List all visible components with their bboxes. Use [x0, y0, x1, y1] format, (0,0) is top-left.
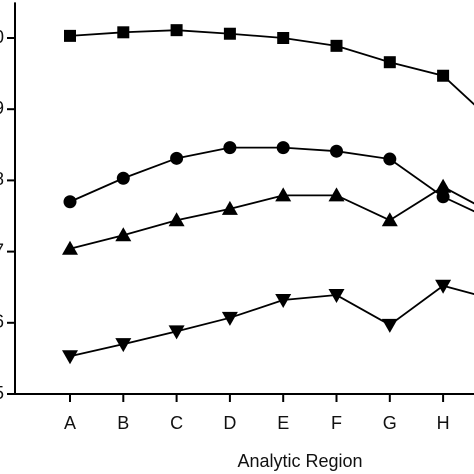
marker: [221, 200, 238, 215]
marker: [221, 311, 238, 326]
marker: [115, 227, 132, 242]
marker: [381, 318, 398, 333]
marker: [330, 39, 343, 52]
marker: [383, 56, 396, 69]
marker: [381, 212, 398, 227]
marker: [328, 289, 345, 304]
marker: [223, 27, 236, 40]
y-tick-label: 9: [0, 98, 4, 118]
marker: [275, 294, 292, 309]
marker: [117, 26, 130, 39]
x-tick-label: D: [223, 413, 236, 433]
series-line: [69, 284, 474, 358]
marker: [437, 69, 450, 82]
marker: [223, 141, 237, 155]
x-tick-label: C: [170, 413, 183, 433]
marker: [62, 350, 78, 365]
marker: [170, 24, 183, 37]
marker: [63, 195, 77, 209]
marker: [168, 212, 185, 227]
x-tick-label: E: [277, 413, 289, 433]
series-line: [69, 29, 474, 106]
marker: [276, 141, 290, 155]
marker: [168, 325, 185, 340]
marker: [436, 190, 450, 204]
marker: [435, 279, 452, 294]
marker: [170, 151, 184, 165]
y-tick-label: 6: [0, 312, 4, 332]
series-line: [69, 146, 474, 213]
marker: [330, 144, 343, 158]
marker: [115, 338, 132, 353]
marker: [64, 29, 76, 42]
series-line: [69, 185, 474, 250]
x-tick-label: F: [331, 413, 342, 433]
marker: [383, 152, 397, 166]
marker: [435, 178, 452, 193]
y-tick-label: 5: [0, 383, 4, 403]
marker: [275, 187, 292, 202]
x-axis-label: Analytic Region: [237, 451, 362, 471]
x-tick-label: H: [437, 413, 450, 433]
x-tick-label: G: [383, 413, 397, 433]
marker: [328, 187, 345, 202]
y-tick-label: 10: [0, 27, 4, 47]
y-tick-label: 7: [0, 240, 4, 260]
marker: [62, 240, 78, 255]
marker: [116, 171, 130, 185]
marker: [277, 32, 290, 44]
x-tick-label: B: [117, 413, 129, 433]
y-tick-label: 8: [0, 169, 4, 189]
x-tick-label: A: [64, 413, 76, 433]
